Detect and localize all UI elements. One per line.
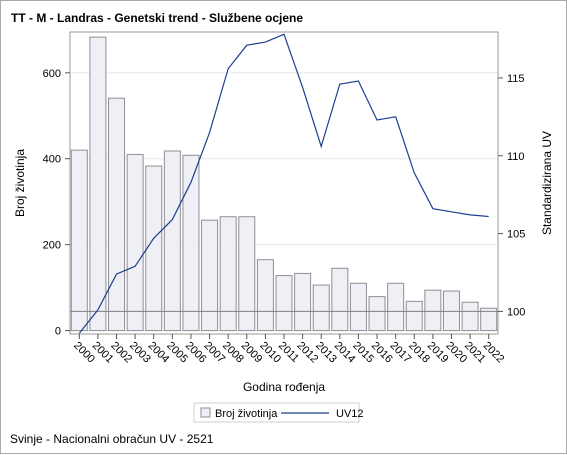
x-axis-title: Godina rođenja [243,380,325,394]
chart-footnote: Svinje - Nacionalni obračun UV - 2521 [10,432,214,446]
y-tick-label: 400 [43,154,61,166]
legend-label-line: UV12 [336,408,364,420]
y-axis-title: Broj životinja [13,149,27,217]
bar-2006 [182,154,200,332]
y2-axis-title: Standardizirana UV [540,131,554,235]
bar-2005 [163,150,181,332]
chart-title: TT - M - Landras - Genetski trend - Služ… [11,11,304,25]
y2-tick-label: 110 [507,151,525,163]
y2-tick-label: 100 [507,306,525,318]
bar-2012 [294,272,312,332]
bar-2015 [349,282,367,332]
y-tick-label: 0 [55,326,61,338]
y-tick-label: 200 [43,240,61,252]
bar-2004 [145,165,163,332]
series-line-uv12 [78,33,489,334]
y2-tick-label: 105 [507,229,525,241]
bar-2022 [480,307,498,332]
bar-2016 [368,296,386,332]
legend-box [193,402,360,423]
bar-2010 [256,259,274,332]
bar-2007 [201,219,219,332]
y-tick-label: 600 [43,68,61,80]
bar-2001 [89,36,107,332]
bar-2017 [387,282,405,332]
bar-2000 [70,149,88,332]
bar-2009 [238,216,256,332]
bar-2020 [442,290,460,332]
bar-2008 [219,216,237,332]
bar-2018 [405,300,423,332]
bar-2021 [461,301,479,332]
legend-swatch-bar [200,407,211,418]
bar-2002 [108,97,126,332]
bar-2003 [126,153,144,332]
y2-tick-label: 115 [507,73,525,85]
bar-2011 [275,275,293,332]
bar-2013 [312,284,330,332]
bar-2019 [424,289,442,332]
bar-2014 [331,267,349,332]
legend-label-bar: Broj životinja [215,408,278,420]
